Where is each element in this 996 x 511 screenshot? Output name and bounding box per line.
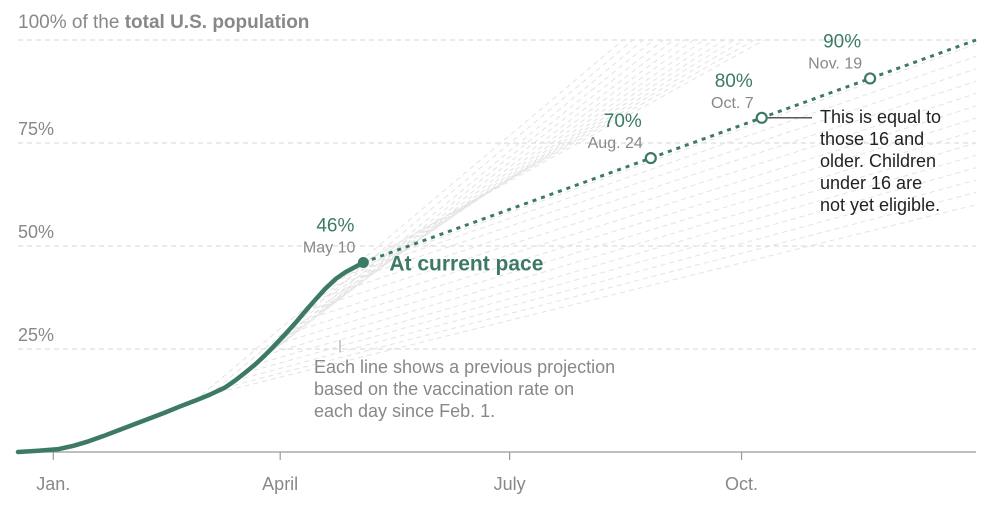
title-bold: total U.S. population: [125, 12, 310, 33]
previous-projection-line: [305, 39, 725, 312]
x-tick-label: July: [494, 474, 526, 494]
milestone-date: Aug. 24: [588, 135, 643, 152]
milestone-point: [864, 72, 877, 85]
milestone-percent: 90%: [823, 31, 861, 52]
title-prefix: 100% of the: [18, 12, 125, 33]
previous-projection-line: [224, 191, 977, 389]
actual-vaccination-line: [15, 260, 366, 455]
previous-projection-line: [295, 105, 977, 324]
previous-projection-line: [285, 117, 977, 335]
projection-label: At current pace: [389, 252, 543, 275]
milestone-percent: 70%: [604, 111, 642, 132]
previous-projection-line: [335, 56, 977, 280]
previous-projection-line: [209, 204, 977, 396]
eligibility-note-line: under 16 are: [820, 173, 922, 193]
x-tick-label: Jan.: [36, 474, 70, 494]
previous-projections: [194, 39, 977, 402]
labels: 100% of the total U.S. population 75% 50% 2…: [18, 12, 941, 494]
milestone-date: Oct. 7: [711, 95, 754, 112]
milestone-percent: 46%: [316, 215, 354, 236]
previous-projection-note-line: Each line shows a previous projection: [314, 357, 615, 377]
gridlines: [18, 39, 976, 350]
milestone-date: May 10: [303, 239, 356, 256]
previous-projection-line: [264, 39, 684, 356]
previous-projection-line: [315, 39, 735, 300]
x-tick-label: Oct.: [725, 474, 758, 494]
previous-projection-line: [345, 39, 765, 273]
previous-projection-line: [234, 39, 654, 382]
eligibility-note-line: This is equal to: [820, 107, 941, 127]
previous-projection-line: [209, 39, 634, 396]
milestone-point: [644, 152, 657, 165]
series: [15, 38, 977, 455]
previous-projection-line: [224, 39, 644, 389]
previous-projection-line: [234, 179, 977, 382]
eligibility-note-line: not yet eligible.: [820, 195, 940, 215]
previous-projection-note-line: based on the vaccination rate on: [314, 379, 574, 399]
previous-projection-note-line: each day since Feb. 1.: [314, 401, 495, 421]
eligibility-note-line: older. Children: [820, 151, 936, 171]
previous-projection-line: [284, 39, 705, 335]
previous-projection-line: [244, 167, 977, 374]
axes: [18, 451, 976, 460]
previous-projection-line: [254, 154, 977, 366]
milestone-date: Nov. 19: [808, 55, 862, 72]
x-tick-label: April: [262, 474, 298, 494]
milestone-point: [755, 111, 768, 124]
y-tick-label: 25%: [18, 325, 54, 345]
previous-projection-line: [254, 39, 674, 366]
previous-projection-line: [305, 93, 977, 312]
chart-title: 100% of the total U.S. population: [18, 12, 309, 33]
y-tick-label: 50%: [18, 222, 54, 242]
previous-projection-line: [244, 39, 664, 374]
previous-projection-line: [194, 39, 624, 402]
previous-projection-line: [325, 39, 745, 289]
previous-projection-line: [315, 80, 977, 301]
milestone-percent: 80%: [715, 71, 753, 92]
previous-projection-line: [264, 142, 977, 356]
previous-projection-line: [325, 68, 977, 289]
current-point: [357, 256, 369, 268]
eligibility-note-line: those 16 and: [820, 129, 924, 149]
y-tick-label: 75%: [18, 119, 54, 139]
